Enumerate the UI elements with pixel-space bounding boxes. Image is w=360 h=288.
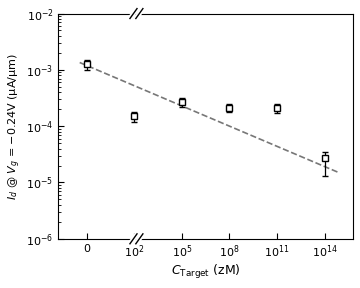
Y-axis label: $I_d$ @ $V_g$ = $-$0.24V (μA/μm): $I_d$ @ $V_g$ = $-$0.24V (μA/μm) (7, 53, 23, 200)
X-axis label: $C_{\mathrm{Target}}$ (zM): $C_{\mathrm{Target}}$ (zM) (171, 263, 240, 281)
